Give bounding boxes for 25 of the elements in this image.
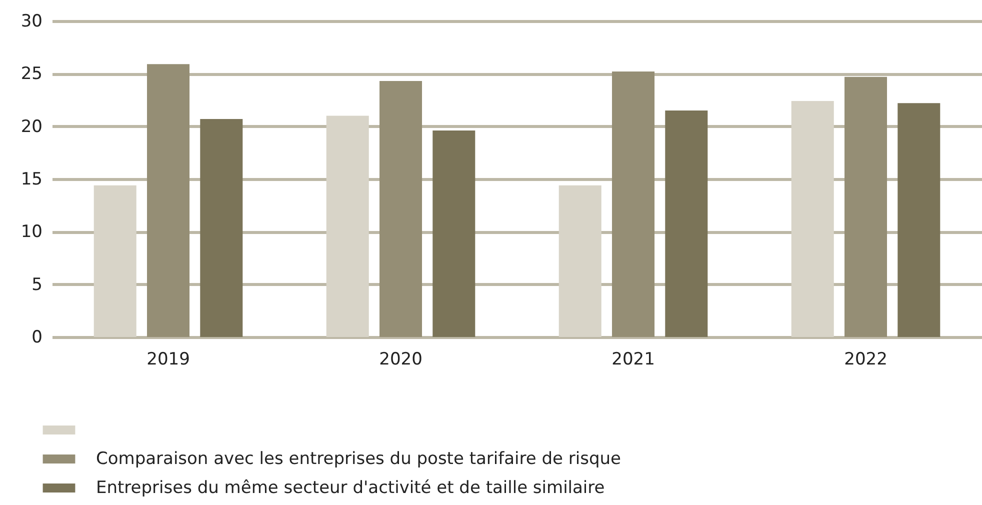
bar: [791, 101, 834, 337]
y-tick-label: 10: [20, 222, 42, 242]
y-tick-label: 15: [20, 170, 42, 190]
x-tick-label: 2021: [612, 350, 655, 370]
bar: [898, 103, 940, 337]
x-tick-label: 2022: [844, 350, 888, 370]
bar: [665, 110, 708, 337]
bar: [379, 81, 422, 337]
bar: [200, 118, 243, 337]
bar: [326, 116, 369, 337]
bar: [94, 185, 136, 337]
bar: [844, 76, 888, 337]
bar: [612, 72, 655, 337]
x-tick-label: 2019: [146, 350, 190, 370]
legend-label: Comparaison avec les entreprises du poste tarifaire de risque: [96, 449, 621, 469]
y-tick-label: 5: [32, 274, 42, 295]
bar: [558, 185, 602, 337]
x-tick-label: 2020: [379, 350, 422, 370]
bar: [146, 64, 190, 337]
legend-label: Entreprises du même secteur d'activité et de taille similaire: [96, 478, 605, 498]
y-tick-label: 0: [32, 328, 42, 348]
y-tick-label: 30: [20, 12, 42, 32]
bar: [432, 130, 476, 337]
y-tick-label: 20: [20, 116, 42, 137]
y-tick-label: 25: [20, 64, 42, 84]
